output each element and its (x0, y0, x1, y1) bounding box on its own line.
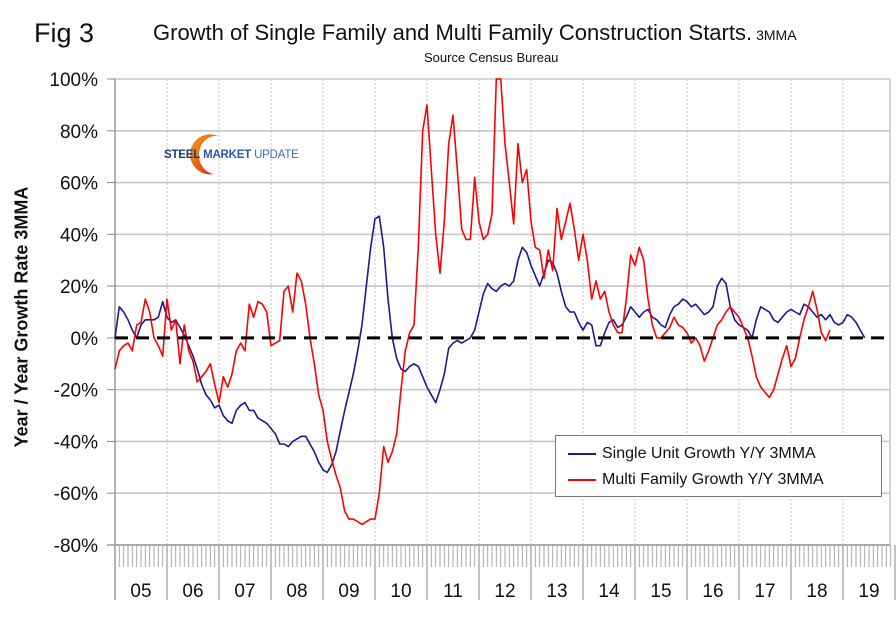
y-tick-label: -20% (54, 381, 98, 402)
y-tick-label: -40% (54, 432, 98, 453)
axes (107, 78, 896, 600)
x-tick-label: 05 (130, 581, 151, 602)
y-tick-label: 20% (60, 277, 98, 298)
y-tick-label: -80% (54, 536, 98, 557)
logo-text-update: UPDATE (254, 149, 299, 161)
x-tick-label: 06 (182, 581, 203, 602)
y-tick-label: 60% (60, 174, 98, 195)
y-tick-label: 0% (71, 329, 99, 350)
legend-label-single: Single Unit Growth Y/Y 3MMA (602, 445, 816, 462)
legend-swatch-multi (568, 479, 596, 481)
logo-text-steel: STEEL (164, 149, 201, 161)
legend-label-multi: Multi Family Growth Y/Y 3MMA (602, 471, 824, 488)
logo-arc-icon (190, 134, 218, 175)
x-tick-label: 16 (702, 581, 723, 602)
x-tick-label: 12 (494, 581, 515, 602)
x-tick-label: 14 (598, 581, 620, 602)
y-tick-labels: 100% 80% 60% 40% 20% 0% -20% -40% -60% -80% (49, 70, 98, 557)
y-tick-label: 40% (60, 225, 98, 246)
chart-title: Growth of Single Family and Multi Family… (153, 20, 797, 46)
chart-title-main: Growth of Single Family and Multi Family… (153, 20, 753, 45)
x-tick-label: 17 (754, 581, 775, 602)
chart-title-suffix: 3MMA (756, 27, 797, 43)
logo-text: STEEL MARKET UPDATE (164, 149, 299, 161)
y-tick-label: -60% (54, 484, 98, 505)
legend-swatch-single (568, 453, 596, 455)
x-tick-label: 09 (338, 581, 359, 602)
x-tick-label: 15 (650, 581, 671, 602)
legend-item-multi: Multi Family Growth Y/Y 3MMA (568, 469, 824, 491)
series-lines (114, 78, 866, 526)
legend-item-single: Single Unit Growth Y/Y 3MMA (568, 443, 816, 465)
figure-label: Fig 3 (34, 18, 95, 48)
y-tick-label: 80% (60, 122, 98, 143)
x-tick-label: 18 (806, 581, 827, 602)
steel-market-update-logo: STEEL MARKET UPDATE (162, 132, 322, 180)
series-line-single-unit (114, 215, 866, 474)
x-tick-label: 19 (858, 581, 879, 602)
x-tick-labels: 05 06 07 08 09 10 11 12 13 14 15 16 17 18 19 (130, 581, 879, 602)
x-tick-label: 07 (234, 581, 255, 602)
chart-subtitle: Source Census Bureau (424, 50, 559, 65)
x-tick-label: 13 (546, 581, 567, 602)
x-tick-label: 08 (286, 581, 307, 602)
series-line-multi-family (114, 78, 831, 526)
x-tick-label: 11 (443, 581, 463, 602)
x-tick-label: 10 (390, 581, 411, 602)
legend: Single Unit Growth Y/Y 3MMA Multi Family… (555, 435, 882, 497)
y-tick-label: 100% (49, 70, 98, 91)
logo-text-market: MARKET (203, 149, 252, 161)
